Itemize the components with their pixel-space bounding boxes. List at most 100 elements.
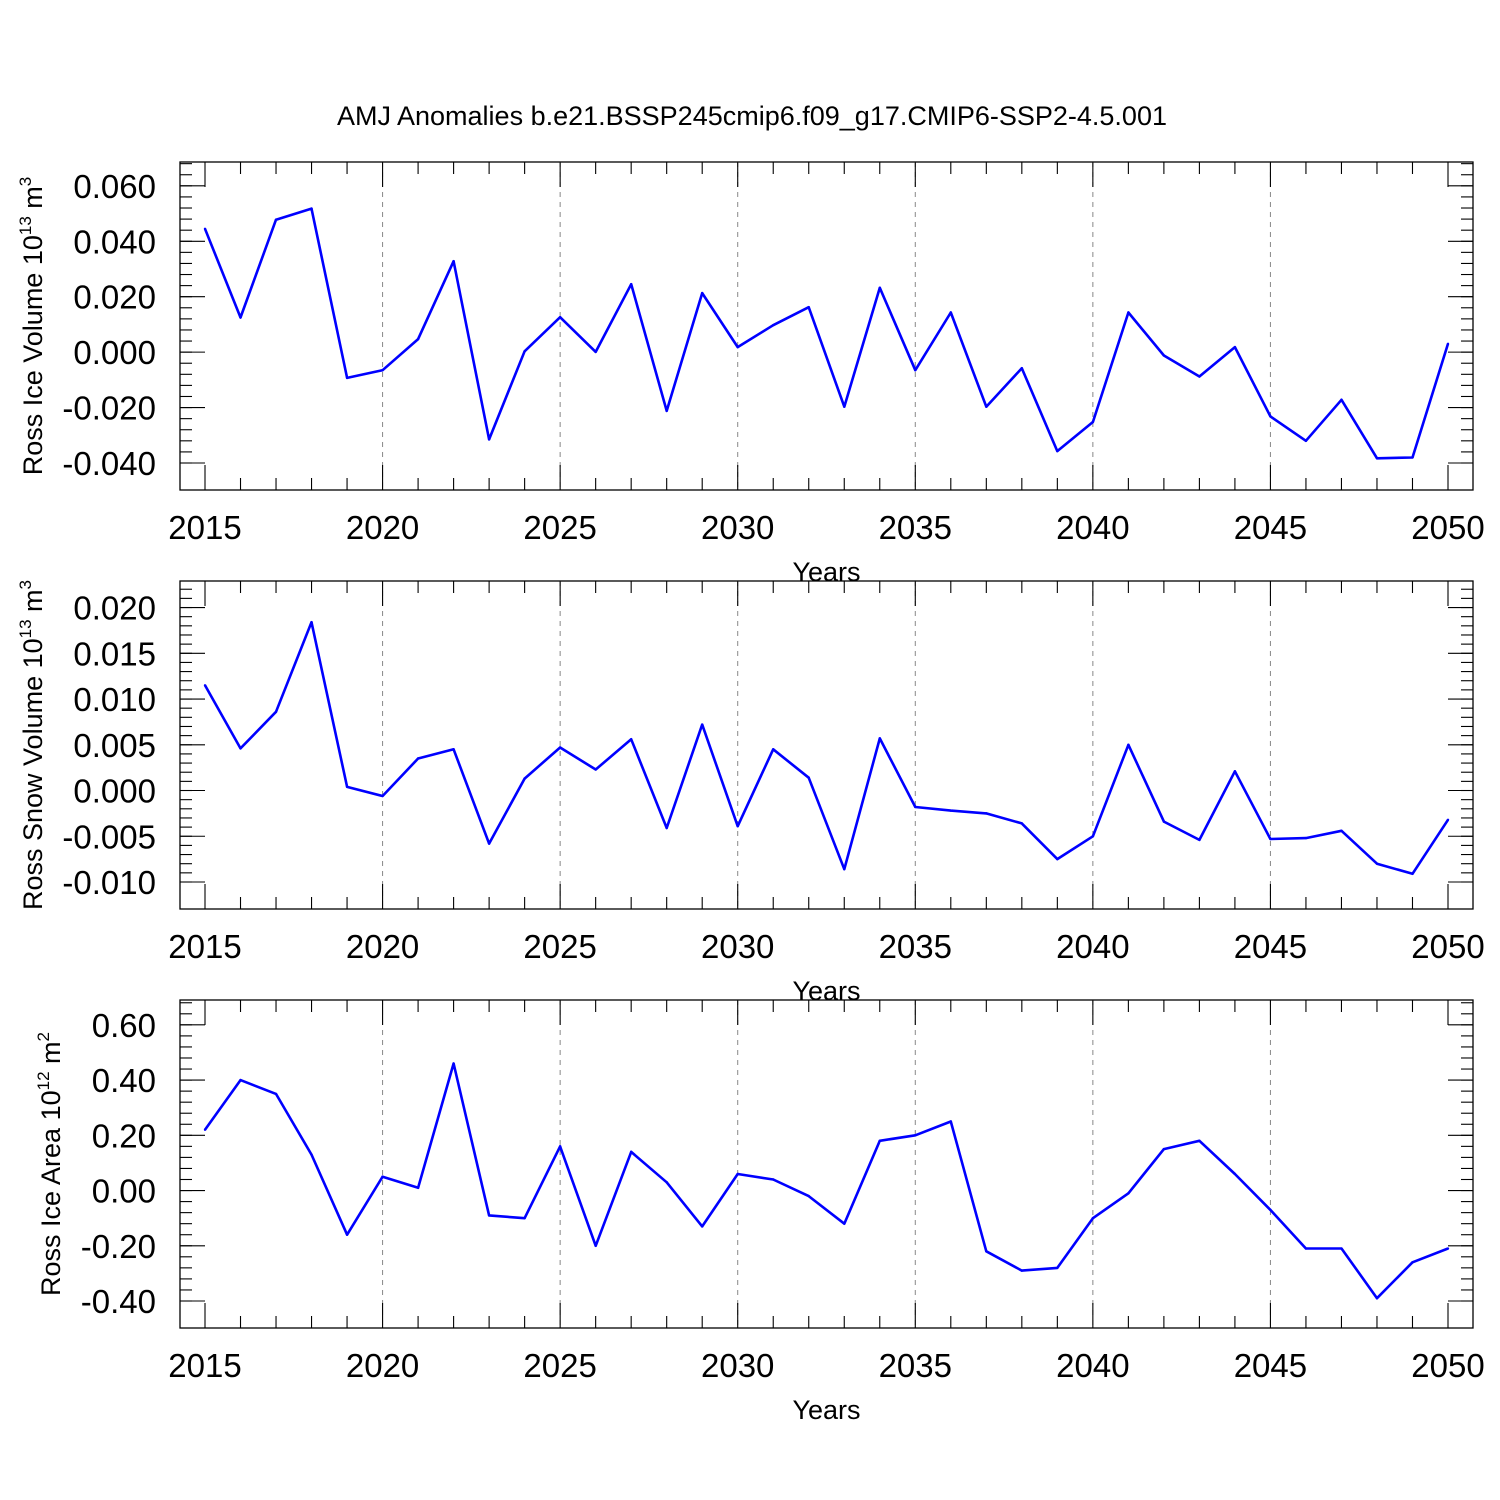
data-point	[1127, 743, 1130, 746]
x-tick-label: 2045	[1234, 928, 1307, 965]
y-label-unit-exponent: 2	[34, 1032, 53, 1041]
data-point	[949, 311, 952, 314]
data-point	[772, 1178, 775, 1181]
y-tick-label: 0.60	[92, 1007, 156, 1044]
data-point	[914, 805, 917, 809]
y-axis-label: Ross Ice Area 1012 m2	[34, 1032, 66, 1296]
x-tick-label: 2050	[1411, 928, 1484, 965]
x-tick-label: 2030	[701, 509, 774, 546]
data-point	[1020, 822, 1024, 825]
x-tick-label: 2045	[1234, 1347, 1307, 1384]
chart-title: AMJ Anomalies b.e21.BSSP245cmip6.f09_g17…	[337, 101, 1167, 131]
data-point	[878, 1139, 881, 1143]
y-tick-label: 0.005	[73, 727, 156, 764]
data-point	[1091, 1216, 1095, 1220]
y-label-prefix: Ross Snow Volume 10	[18, 638, 48, 910]
x-tick-label: 2025	[523, 509, 596, 546]
data-point	[1233, 1172, 1237, 1176]
y-label-prefix: Ross Ice Area 10	[36, 1090, 66, 1296]
data-point	[274, 218, 278, 221]
y-label-prefix: Ross Ice Volume 10	[18, 235, 48, 475]
data-point	[274, 710, 278, 714]
data-point	[487, 438, 491, 441]
y-label-unit-exponent: 3	[16, 177, 35, 186]
data-point	[345, 1233, 349, 1236]
data-point	[878, 286, 881, 290]
data-point	[665, 409, 668, 413]
panel-ice-volume: 0.060 0.040 0.020 0.000 -0.020 -0.040 2015 2020…	[16, 161, 1485, 587]
data-point	[772, 748, 775, 751]
y-tick-label: 0.015	[73, 635, 156, 672]
data-point	[1375, 1297, 1379, 1300]
y-tick-label: 0.20	[92, 1117, 156, 1154]
data-point	[1304, 1247, 1308, 1250]
y-tick-label: -0.010	[62, 864, 156, 901]
y-axis-label: Ross Ice Volume 1013 m3	[16, 177, 48, 476]
data-point	[665, 826, 668, 830]
data-point	[594, 350, 597, 354]
x-axis-label: Years	[792, 976, 860, 1006]
data-point	[381, 794, 384, 798]
data-point	[1020, 1269, 1024, 1272]
data-point	[1162, 354, 1166, 357]
data-point	[985, 1250, 988, 1253]
data-point	[665, 1181, 668, 1184]
data-point	[1091, 835, 1095, 838]
y-label-exponent: 13	[16, 619, 35, 638]
data-point	[523, 350, 526, 353]
x-tick-label: 2020	[346, 509, 419, 546]
data-point	[203, 684, 207, 687]
data-point	[1446, 818, 1450, 821]
data-point	[523, 777, 526, 780]
y-tick-label: 0.020	[73, 590, 156, 627]
data-point	[1127, 311, 1130, 314]
data-point	[629, 1150, 633, 1154]
x-tick-label: 2015	[168, 1347, 241, 1384]
data-point	[1056, 449, 1059, 453]
data-point	[1269, 415, 1272, 418]
plot-frame	[179, 999, 1474, 1329]
data-point	[416, 1186, 420, 1189]
data-point	[1375, 862, 1379, 865]
y-label-unit: m	[18, 186, 48, 216]
x-tick-label: 2025	[523, 928, 596, 965]
data-point	[1198, 375, 1201, 378]
data-point	[1091, 420, 1095, 424]
data-point	[1269, 837, 1272, 841]
data-point	[594, 1244, 597, 1247]
x-axis-label: Years	[792, 1395, 860, 1425]
data-point	[1411, 1261, 1414, 1264]
y-tick-label: 0.010	[73, 681, 156, 718]
data-point	[239, 1078, 242, 1082]
data-point	[523, 1216, 526, 1220]
data-point	[736, 824, 739, 828]
data-point	[1233, 770, 1237, 773]
data-point	[1446, 1247, 1450, 1250]
data-point	[345, 785, 349, 789]
data-point	[1056, 857, 1059, 861]
data-point	[878, 737, 881, 740]
y-tick-label: -0.40	[81, 1283, 156, 1320]
data-point	[807, 776, 810, 779]
data-point	[1411, 456, 1414, 459]
data-point	[1198, 1139, 1201, 1143]
data-point	[1162, 1147, 1166, 1151]
x-tick-label: 2035	[879, 509, 952, 546]
data-point	[843, 1222, 846, 1225]
data-point	[843, 405, 846, 408]
data-point	[949, 1120, 952, 1123]
series-line	[203, 620, 1450, 876]
data-point	[1411, 872, 1414, 875]
y-tick-label: -0.005	[62, 818, 156, 855]
plot-frame	[179, 580, 1474, 910]
data-point	[701, 723, 704, 726]
y-tick-label: -0.020	[62, 390, 156, 427]
data-point	[701, 291, 704, 295]
data-point	[558, 1145, 562, 1148]
data-point	[1304, 439, 1308, 443]
x-tick-label: 2035	[879, 1347, 952, 1384]
data-point	[310, 1153, 313, 1156]
y-label-exponent: 12	[34, 1071, 53, 1090]
y-tick-label: 0.040	[73, 223, 156, 260]
